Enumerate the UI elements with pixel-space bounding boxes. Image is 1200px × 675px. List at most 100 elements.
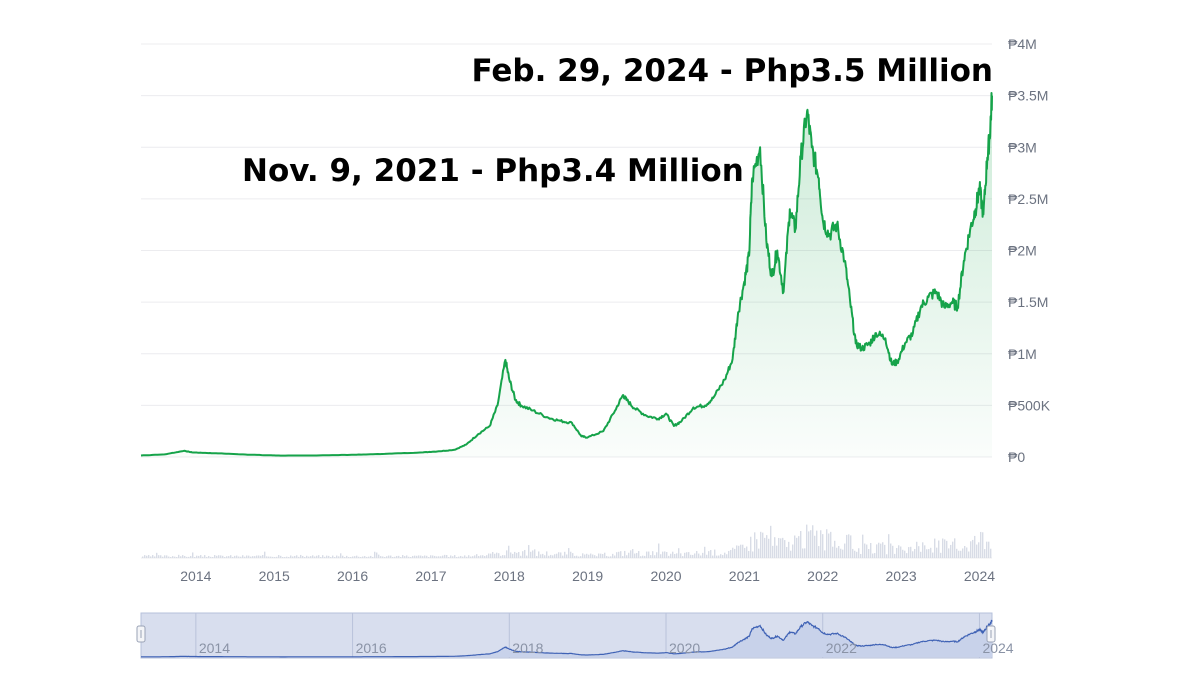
volume-bar [470, 556, 472, 558]
volume-bar [374, 551, 376, 558]
volume-bar [598, 553, 600, 558]
volume-bar [556, 553, 558, 558]
x-tick-label: 2024 [964, 568, 995, 584]
volume-bar [724, 552, 726, 558]
volume-bar [666, 552, 668, 558]
volume-bar [236, 555, 238, 558]
volume-bar [476, 554, 478, 558]
volume-bar [708, 551, 710, 558]
volume-bar [146, 555, 148, 558]
volume-bar [910, 546, 912, 558]
volume-bar [584, 554, 586, 558]
volume-bar [488, 553, 490, 558]
volume-bar [620, 551, 622, 558]
volume-bar [344, 557, 346, 558]
volume-bar [650, 555, 652, 558]
volume-bar [760, 531, 762, 558]
volume-bar [702, 552, 704, 558]
volume-bar [150, 556, 152, 558]
volume-bar [244, 556, 246, 558]
volume-bar [186, 556, 188, 558]
volume-bar [342, 555, 344, 558]
volume-bar [158, 555, 160, 558]
volume-bar [318, 555, 320, 558]
volume-bar [762, 532, 764, 558]
x-axis-labels: 2014 2015 2016 2017 2018 2019 2020 2021 2022 2023… [180, 568, 995, 584]
volume-bar [270, 556, 272, 558]
volume-bar [836, 547, 838, 558]
volume-bar [748, 550, 750, 558]
volume-bar [326, 555, 328, 558]
volume-bar [926, 549, 928, 558]
volume-bar [358, 556, 360, 558]
volume-bar [332, 555, 334, 558]
volume-bar [970, 541, 972, 558]
y-tick-label: ₱500K [1008, 397, 1051, 413]
volume-bar [444, 554, 446, 558]
y-tick-label: ₱4M [1008, 36, 1037, 52]
volume-bar [790, 550, 792, 558]
navigator[interactable]: 2014 2016 2018 2020 2022 2024 [136, 612, 1014, 659]
volume-bar [646, 551, 648, 558]
volume-bar [486, 555, 488, 558]
volume-bar [506, 550, 508, 558]
volume-bar [938, 540, 940, 558]
volume-bar [432, 555, 434, 558]
volume-bar [704, 546, 706, 558]
volume-bar [398, 555, 400, 558]
volume-bar [384, 557, 386, 558]
navigator-line [141, 619, 993, 658]
volume-bar [678, 548, 680, 558]
volume-bar [608, 556, 610, 558]
volume-bar [872, 553, 874, 558]
volume-bar [438, 556, 440, 558]
volume-bar [920, 551, 922, 558]
volume-bar [736, 545, 738, 558]
volume-bar [576, 555, 578, 558]
volume-bar [838, 546, 840, 558]
volume-bar [212, 557, 214, 558]
volume-bar [826, 529, 828, 558]
volume-bar [560, 552, 562, 558]
volume-bar [288, 557, 290, 558]
volume-bar [178, 554, 180, 558]
volume-bar [900, 546, 902, 558]
navigator-labels: 2014 2016 2018 2020 2022 2024 [199, 640, 1014, 656]
volume-bar [366, 556, 368, 558]
volume-bar [402, 555, 404, 558]
volume-bar [494, 553, 496, 558]
volume-bar [510, 552, 512, 558]
volume-bar [686, 552, 688, 558]
volume-bar [514, 551, 516, 558]
volume-bar [512, 553, 514, 558]
volume-bar [190, 555, 192, 558]
volume-bar [568, 548, 570, 558]
volume-bar [256, 555, 258, 558]
volume-bar [306, 555, 308, 558]
volume-bar [680, 553, 682, 558]
volume-bar [690, 554, 692, 558]
volume-bar [892, 545, 894, 558]
volume-bar [280, 555, 282, 558]
volume-bar [266, 556, 268, 558]
volume-bar [800, 531, 802, 558]
volume-bar [542, 553, 544, 558]
volume-bar [450, 555, 452, 558]
volume-bar [744, 547, 746, 558]
volume-bar [662, 551, 664, 558]
volume-bar [424, 555, 426, 558]
volume-bar [776, 545, 778, 558]
volume-bar [154, 556, 156, 558]
volume-bar [302, 555, 304, 558]
volume-bar [730, 549, 732, 558]
volume-bar [220, 555, 222, 558]
volume-bar [376, 552, 378, 558]
volume-bar [802, 548, 804, 558]
volume-bar [528, 545, 530, 558]
volume-bar [428, 557, 430, 558]
volume-bar [814, 535, 816, 558]
volume-bar [390, 555, 392, 558]
volume-bar [624, 550, 626, 558]
volume-bar [788, 541, 790, 558]
volume-bar [574, 555, 576, 558]
